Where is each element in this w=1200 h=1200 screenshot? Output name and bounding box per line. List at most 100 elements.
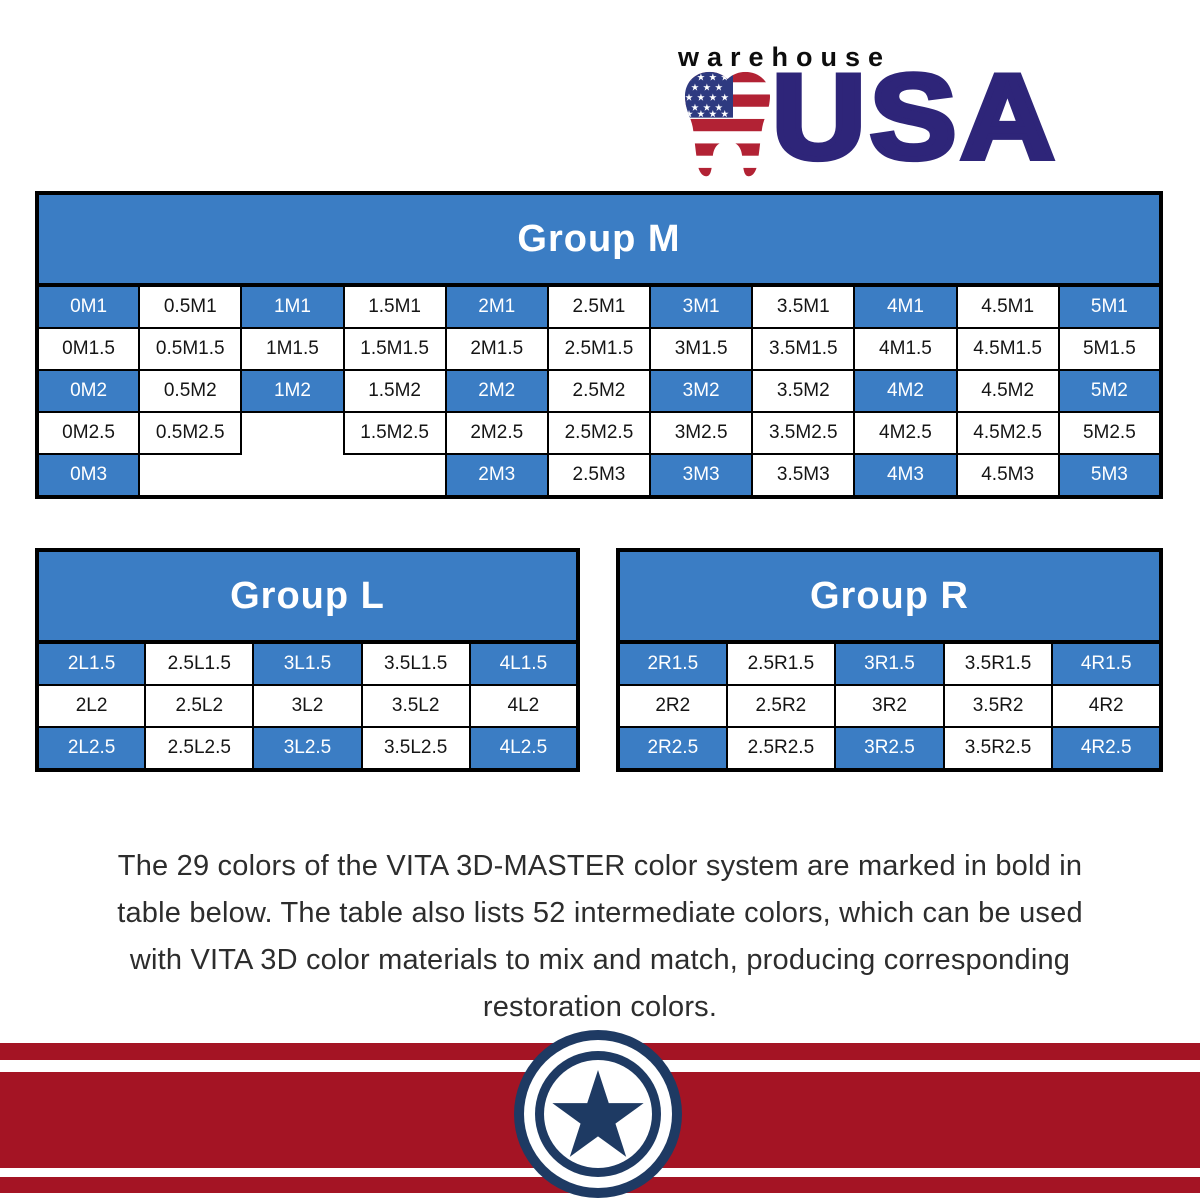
shade-cell-2.5L2.5: 2.5L2.5	[144, 726, 255, 771]
shade-cell-3M1: 3M1	[649, 284, 754, 329]
shade-cell-1.5M1.5: 1.5M1.5	[342, 327, 447, 371]
group-r-title: Group R	[616, 548, 1163, 644]
shade-cell-1M1: 1M1	[240, 284, 345, 329]
shade-cell-1M2: 1M2	[240, 369, 345, 413]
shade-cell-2.5L1.5: 2.5L1.5	[144, 641, 255, 686]
shade-cell-4.5M3: 4.5M3	[955, 453, 1060, 498]
shade-cell-3.5R2: 3.5R2	[942, 684, 1054, 728]
shade-cell-4M2: 4M2	[853, 369, 958, 413]
shade-cell-3.5L2.5: 3.5L2.5	[360, 726, 471, 771]
group-r-section: Group R 2R1.5 2.5R1.5 3R1.5 3.5R1.5 4R1.5 2R2 2…	[616, 548, 1163, 772]
shade-cell-3M1.5: 3M1.5	[649, 327, 754, 371]
empty-cell	[139, 454, 446, 497]
shade-cell-3R2: 3R2	[834, 684, 945, 728]
shade-cell-1M1.5: 1M1.5	[240, 327, 345, 371]
shade-cell-1.5M2.5: 1.5M2.5	[342, 411, 447, 455]
shade-cell-4.5M2: 4.5M2	[955, 369, 1060, 413]
shade-cell-2.5R2: 2.5R2	[725, 684, 837, 728]
shade-cell-3R2.5: 3R2.5	[834, 726, 945, 771]
description-line: table below. The table also lists 52 int…	[117, 897, 1083, 929]
shade-cell-4M2.5: 4M2.5	[853, 411, 958, 455]
shade-cell-2.5M3: 2.5M3	[546, 453, 652, 498]
shade-cell-4R2: 4R2	[1051, 684, 1162, 728]
shade-cell-3L2: 3L2	[252, 684, 363, 728]
shade-cell-2.5M2: 2.5M2	[546, 369, 652, 413]
shade-cell-2R2.5: 2R2.5	[617, 726, 728, 771]
shade-cell-3.5M2.5: 3.5M2.5	[751, 411, 856, 455]
description-line: The 29 colors of the VITA 3D-MASTER colo…	[117, 850, 1083, 882]
shade-cell-3.5M1: 3.5M1	[751, 284, 856, 329]
shade-cell-3R1.5: 3R1.5	[834, 641, 945, 686]
shade-cell-4M3: 4M3	[853, 453, 958, 498]
shade-cell-2M1: 2M1	[444, 284, 549, 329]
shade-cell-0M3: 0M3	[35, 453, 141, 498]
shade-cell-5M1: 5M1	[1057, 284, 1163, 329]
empty-cell	[241, 412, 344, 454]
shade-cell-3L1.5: 3L1.5	[252, 641, 363, 686]
shade-cell-4L2.5: 4L2.5	[468, 726, 580, 771]
shade-cell-4.5M2.5: 4.5M2.5	[955, 411, 1060, 455]
shade-cell-2R1.5: 2R1.5	[617, 641, 728, 686]
shade-cell-0.5M2: 0.5M2	[138, 369, 243, 413]
shade-cell-2.5R2.5: 2.5R2.5	[725, 726, 837, 771]
shade-cell-2.5R1.5: 2.5R1.5	[725, 641, 837, 686]
shade-cell-0M1: 0M1	[35, 284, 141, 329]
shade-cell-2M2: 2M2	[444, 369, 549, 413]
shade-cell-5M1.5: 5M1.5	[1057, 327, 1163, 371]
group-r-table: Group R 2R1.5 2.5R1.5 3R1.5 3.5R1.5 4R1.5 2R2 2…	[616, 548, 1163, 772]
description-text: The 29 colors of the VITA 3D-MASTER colo…	[0, 843, 1200, 1031]
shade-cell-2.5M2.5: 2.5M2.5	[546, 411, 652, 455]
group-l-section: Group L 2L1.5 2.5L1.5 3L1.5 3.5L1.5 4L1.5 2L2 2…	[35, 548, 580, 772]
shade-cell-2R2: 2R2	[617, 684, 728, 728]
shade-cell-4L2: 4L2	[468, 684, 580, 728]
wordmark-usa: USA	[769, 50, 1059, 184]
shade-cell-0.5M1: 0.5M1	[138, 284, 243, 329]
group-m-table: Group M 0M1 0.5M1 1M1 1.5M1 2M1 2.5M1 3M1 3.5M1 4…	[35, 191, 1163, 499]
shade-cell-3.5L2: 3.5L2	[360, 684, 471, 728]
shade-cell-2L2: 2L2	[35, 684, 147, 728]
tooth-flag-icon	[684, 71, 771, 177]
group-m-section: Group M 0M1 0.5M1 1M1 1.5M1 2M1 2.5M1 3M1 3.5M1 4…	[35, 191, 1163, 499]
shield-star-emblem-icon	[514, 1030, 682, 1198]
shade-cell-3.5R2.5: 3.5R2.5	[942, 726, 1054, 771]
shade-cell-0.5M1.5: 0.5M1.5	[138, 327, 243, 371]
shade-cell-1.5M1: 1.5M1	[342, 284, 447, 329]
shade-cell-3M3: 3M3	[649, 453, 754, 498]
shade-cell-2M3: 2M3	[444, 453, 549, 498]
shade-cell-2.5M1: 2.5M1	[546, 284, 652, 329]
shade-cell-2L1.5: 2L1.5	[35, 641, 147, 686]
shade-cell-3M2: 3M2	[649, 369, 754, 413]
shade-cell-3.5M2: 3.5M2	[751, 369, 856, 413]
shade-cell-4.5M1.5: 4.5M1.5	[955, 327, 1060, 371]
shade-cell-2.5L2: 2.5L2	[144, 684, 255, 728]
shade-cell-2.5M1.5: 2.5M1.5	[546, 327, 652, 371]
shade-cell-3.5M3: 3.5M3	[751, 453, 856, 498]
shade-cell-4M1: 4M1	[853, 284, 958, 329]
shade-cell-4R1.5: 4R1.5	[1051, 641, 1162, 686]
shade-cell-2M2.5: 2M2.5	[444, 411, 549, 455]
wordmark-warehouse: warehouse	[678, 42, 892, 72]
shade-cell-3L2.5: 3L2.5	[252, 726, 363, 771]
shade-cell-1.5M2: 1.5M2	[342, 369, 447, 413]
shade-cell-5M3: 5M3	[1057, 453, 1163, 498]
shade-cell-4L1.5: 4L1.5	[468, 641, 580, 686]
shade-cell-4.5M1: 4.5M1	[955, 284, 1060, 329]
shade-cell-4M1.5: 4M1.5	[853, 327, 958, 371]
shade-cell-0M2: 0M2	[35, 369, 141, 413]
shade-cell-3M2.5: 3M2.5	[649, 411, 754, 455]
shade-cell-3.5R1.5: 3.5R1.5	[942, 641, 1054, 686]
shade-cell-5M2.5: 5M2.5	[1057, 411, 1163, 455]
shade-cell-0M1.5: 0M1.5	[35, 327, 141, 371]
shade-cell-4R2.5: 4R2.5	[1051, 726, 1162, 771]
shade-cell-2M1.5: 2M1.5	[444, 327, 549, 371]
shade-cell-3.5L1.5: 3.5L1.5	[360, 641, 471, 686]
description-line: restoration colors.	[482, 991, 718, 1023]
shade-cell-0.5M2.5: 0.5M2.5	[138, 411, 243, 455]
usa-a-star-icon: ★	[1036, 88, 1083, 148]
group-m-title: Group M	[35, 191, 1163, 287]
shade-cell-3.5M1.5: 3.5M1.5	[751, 327, 856, 371]
group-l-title: Group L	[35, 548, 580, 644]
shade-cell-2L2.5: 2L2.5	[35, 726, 147, 771]
group-l-table: Group L 2L1.5 2.5L1.5 3L1.5 3.5L1.5 4L1.5 2L2 2…	[35, 548, 580, 772]
